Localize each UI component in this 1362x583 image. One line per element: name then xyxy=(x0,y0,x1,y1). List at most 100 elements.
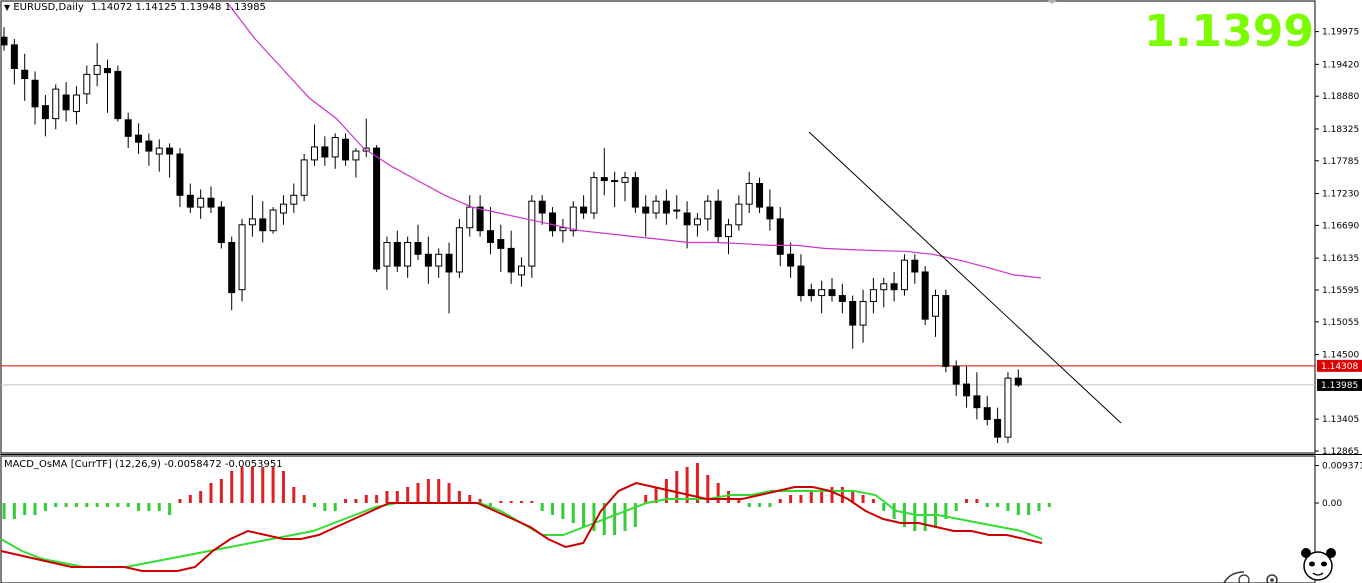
candle-body xyxy=(683,212,691,226)
osma-bar xyxy=(965,499,969,503)
candle-body xyxy=(455,227,463,273)
candle-body xyxy=(921,271,929,320)
osma-bar xyxy=(1016,503,1020,515)
candle-body xyxy=(0,36,8,46)
current-price-tag-label: 1.13985 xyxy=(1321,381,1358,391)
candle-body xyxy=(1014,377,1022,386)
candle-body xyxy=(569,206,577,232)
candle-body xyxy=(714,200,722,238)
candle-body xyxy=(259,218,267,232)
osma-bar xyxy=(789,495,793,503)
candle-body xyxy=(52,88,60,120)
osma-bar xyxy=(1027,503,1031,515)
candle-body xyxy=(911,259,919,273)
osma-bar xyxy=(126,503,130,507)
horizontal-lines xyxy=(1,365,1315,386)
osma-bar xyxy=(727,491,730,503)
osma-bar xyxy=(478,499,482,503)
osma-bar xyxy=(116,503,120,507)
osma-bar xyxy=(344,499,348,503)
lock-icon[interactable] xyxy=(1223,571,1250,583)
osma-bar xyxy=(157,503,161,511)
osma-bar xyxy=(1047,503,1051,507)
osma-bar xyxy=(168,503,172,515)
osma-histogram xyxy=(2,463,1051,535)
osma-bar xyxy=(520,501,523,503)
candle-body xyxy=(476,206,484,232)
osma-bar xyxy=(302,495,306,503)
price-tick-label: 1.18880 xyxy=(1322,92,1359,102)
osma-bar xyxy=(447,483,451,503)
osma-bar xyxy=(871,499,875,503)
osma-bar xyxy=(385,491,389,503)
osma-bar xyxy=(43,503,47,511)
candle-body xyxy=(269,209,277,232)
osma-bar xyxy=(178,499,182,503)
osma-bar xyxy=(12,503,16,519)
osma-bar xyxy=(530,501,534,503)
osma-bar xyxy=(996,503,1000,507)
osma-bar xyxy=(261,467,265,503)
candle-body xyxy=(404,241,412,267)
candle-body xyxy=(590,177,598,214)
candle-body xyxy=(952,365,960,385)
osma-bar xyxy=(861,495,865,503)
osma-bar xyxy=(882,503,886,511)
candle-body xyxy=(311,146,318,161)
indicator-header: MACD_OsMA [CurrTF] (12,26,9) -0.0058472 … xyxy=(4,459,283,470)
osma-bar xyxy=(323,503,327,511)
osma-bar xyxy=(95,503,99,507)
candle-body xyxy=(166,147,174,155)
indicator-axis: 0.009371 0.00 xyxy=(1315,462,1362,509)
osma-bar xyxy=(571,503,575,523)
candle-body xyxy=(435,253,443,267)
trendline-segment[interactable] xyxy=(808,131,1122,424)
osma-bar xyxy=(737,499,741,503)
osma-bar xyxy=(985,503,989,507)
candle-body xyxy=(818,289,826,297)
red-line-tag xyxy=(1317,359,1362,372)
candle-body xyxy=(155,147,163,155)
symbol-label: EURUSD,Daily xyxy=(13,2,84,13)
trendline[interactable] xyxy=(808,131,1122,424)
osma-bar xyxy=(147,503,151,511)
candle-body xyxy=(290,194,298,205)
candle-body xyxy=(756,183,764,208)
osma-bar xyxy=(840,487,844,503)
candle-body xyxy=(497,239,505,249)
osma-bar xyxy=(851,491,855,503)
osma-bar xyxy=(592,503,596,531)
price-tick-label: 1.16135 xyxy=(1322,254,1359,264)
candle-body xyxy=(735,203,743,226)
osma-bar xyxy=(488,503,492,507)
candle-body xyxy=(787,253,795,267)
osma-bar xyxy=(406,487,410,503)
candle-body xyxy=(279,203,287,214)
candle-body xyxy=(352,150,360,161)
candle-body xyxy=(445,253,453,273)
osma-bar xyxy=(54,503,58,507)
candle-body xyxy=(72,94,80,113)
candle-body xyxy=(725,224,732,238)
price-tick-label: 1.16690 xyxy=(1322,221,1359,231)
candle-body xyxy=(124,119,132,137)
price-tags: 1.14308 1.13985 xyxy=(1317,359,1362,391)
dropdown-triangle-icon[interactable]: ▼ xyxy=(4,3,11,12)
osma-bar xyxy=(923,503,927,531)
candle-body xyxy=(207,197,215,208)
candle-body xyxy=(890,283,898,291)
candle-body xyxy=(466,206,474,229)
osma-bar xyxy=(913,503,917,531)
red-line-tag-label: 1.14308 xyxy=(1321,362,1358,372)
gear-icon[interactable] xyxy=(1266,574,1278,583)
candle-body xyxy=(393,241,401,267)
candle-body xyxy=(31,79,39,108)
candle-body xyxy=(197,197,205,208)
moving-average xyxy=(227,3,1042,279)
osma-bar xyxy=(820,491,824,503)
osma-bar xyxy=(675,471,679,503)
osma-bar xyxy=(426,479,430,503)
candle-body xyxy=(135,134,143,143)
osma-bar xyxy=(623,503,627,531)
